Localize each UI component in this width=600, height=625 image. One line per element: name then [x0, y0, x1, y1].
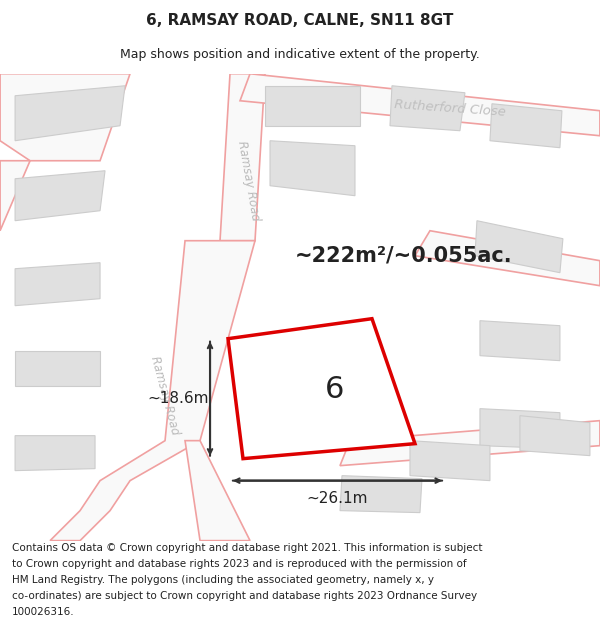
Text: Ramsay Road: Ramsay Road: [235, 139, 262, 222]
Text: 6: 6: [325, 376, 344, 404]
Text: co-ordinates) are subject to Crown copyright and database rights 2023 Ordnance S: co-ordinates) are subject to Crown copyr…: [12, 591, 477, 601]
Polygon shape: [240, 74, 600, 136]
Polygon shape: [390, 86, 465, 131]
Polygon shape: [410, 441, 490, 481]
Text: ~18.6m: ~18.6m: [147, 391, 209, 406]
Polygon shape: [228, 319, 415, 459]
Polygon shape: [475, 221, 563, 272]
Polygon shape: [480, 409, 560, 449]
Text: Contains OS data © Crown copyright and database right 2021. This information is : Contains OS data © Crown copyright and d…: [12, 543, 482, 553]
Polygon shape: [220, 74, 265, 241]
Text: to Crown copyright and database rights 2023 and is reproduced with the permissio: to Crown copyright and database rights 2…: [12, 559, 467, 569]
Text: Ramsay Road: Ramsay Road: [148, 355, 182, 436]
Polygon shape: [50, 241, 255, 541]
Polygon shape: [15, 171, 105, 221]
Polygon shape: [520, 416, 590, 456]
Polygon shape: [415, 231, 600, 286]
Polygon shape: [480, 321, 560, 361]
Polygon shape: [340, 421, 600, 466]
Polygon shape: [340, 476, 422, 512]
Text: 100026316.: 100026316.: [12, 608, 74, 618]
Text: Rutherford Close: Rutherford Close: [394, 98, 506, 119]
Polygon shape: [15, 86, 125, 141]
Polygon shape: [15, 262, 100, 306]
Text: Map shows position and indicative extent of the property.: Map shows position and indicative extent…: [120, 48, 480, 61]
Polygon shape: [15, 351, 100, 386]
Polygon shape: [0, 74, 130, 161]
Text: ~26.1m: ~26.1m: [307, 491, 368, 506]
Polygon shape: [0, 161, 30, 231]
Text: HM Land Registry. The polygons (including the associated geometry, namely x, y: HM Land Registry. The polygons (includin…: [12, 575, 434, 585]
Polygon shape: [490, 104, 562, 148]
Polygon shape: [270, 141, 355, 196]
Text: ~222m²/~0.055ac.: ~222m²/~0.055ac.: [295, 246, 512, 266]
Polygon shape: [15, 436, 95, 471]
Polygon shape: [265, 86, 360, 126]
Text: 6, RAMSAY ROAD, CALNE, SN11 8GT: 6, RAMSAY ROAD, CALNE, SN11 8GT: [146, 13, 454, 28]
Polygon shape: [185, 441, 250, 541]
